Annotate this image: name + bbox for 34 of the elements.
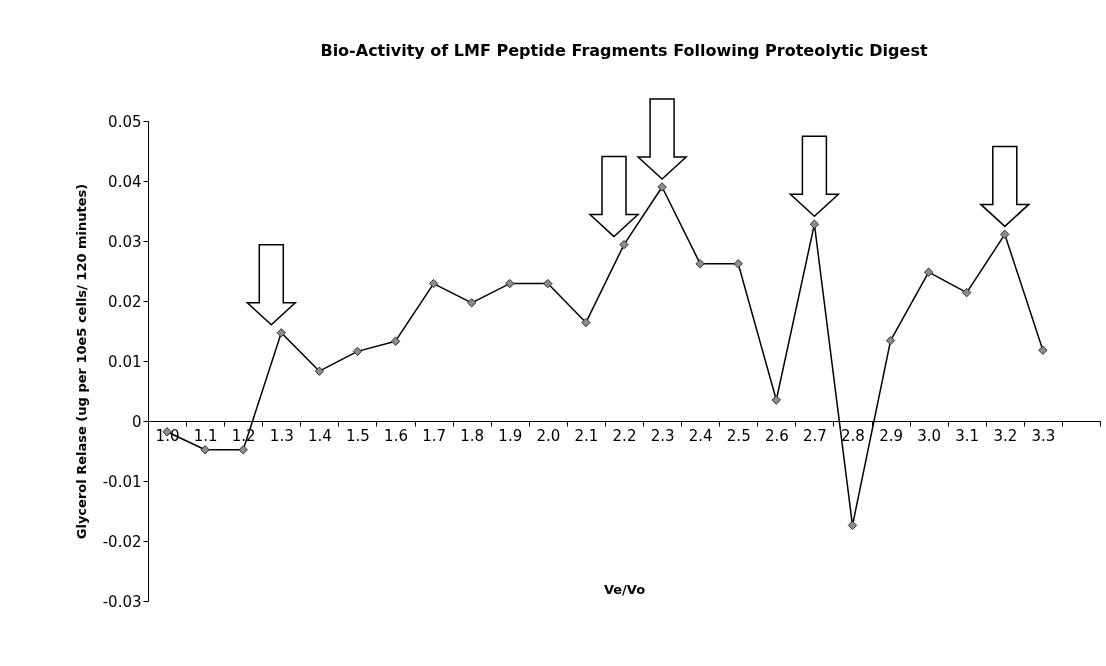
x-axis-title: Ve/Vo bbox=[603, 581, 646, 597]
x-tick-label: 1.8 bbox=[460, 426, 485, 445]
y-tick-label: 0.03 bbox=[108, 232, 142, 251]
y-tick-label: -0.03 bbox=[102, 592, 142, 611]
y-tick-label: -0.01 bbox=[102, 472, 142, 491]
y-tick-label: 0.02 bbox=[108, 292, 142, 311]
x-tick-label: 3.1 bbox=[955, 426, 980, 445]
y-tick-label: 0.01 bbox=[108, 352, 142, 371]
y-tick-label: 0.05 bbox=[108, 112, 142, 131]
y-tick-label: 0 bbox=[131, 412, 142, 431]
x-tick-label: 2.6 bbox=[764, 426, 789, 445]
x-tick-label: 3.3 bbox=[1031, 426, 1056, 445]
x-tick-label: 2.7 bbox=[802, 426, 827, 445]
x-tick-label: 1.1 bbox=[193, 426, 218, 445]
x-tick-label: 2.0 bbox=[536, 426, 561, 445]
x-tick-label: 2.9 bbox=[879, 426, 903, 445]
y-tick-label: 0.04 bbox=[108, 172, 142, 191]
x-tick-label: 1.4 bbox=[307, 426, 332, 445]
y-axis-title: Glycerol Relase (ug per 10e5 cells/ 120 minutes) bbox=[73, 183, 89, 540]
x-tick-label: 2.3 bbox=[650, 426, 675, 445]
x-tick-label: 2.1 bbox=[574, 426, 599, 445]
x-tick-label: 2.5 bbox=[726, 426, 751, 445]
x-tick-label: 2.4 bbox=[688, 426, 713, 445]
x-tick-label: 1.7 bbox=[422, 426, 447, 445]
x-tick-label: 2.2 bbox=[612, 426, 637, 445]
x-tick-label: 1.3 bbox=[269, 426, 294, 445]
chart-title: Bio-Activity of LMF Peptide Fragments Following Proteolytic Digest bbox=[320, 41, 928, 60]
x-tick-label: 3.0 bbox=[917, 426, 942, 445]
x-tick-label: 3.2 bbox=[993, 426, 1018, 445]
y-tick-label: -0.02 bbox=[102, 532, 142, 551]
x-tick-label: 1.6 bbox=[384, 426, 408, 445]
x-tick-label: 1.5 bbox=[346, 426, 370, 445]
x-tick-label: 1.9 bbox=[498, 426, 523, 445]
x-tick-label: 2.8 bbox=[841, 426, 865, 445]
